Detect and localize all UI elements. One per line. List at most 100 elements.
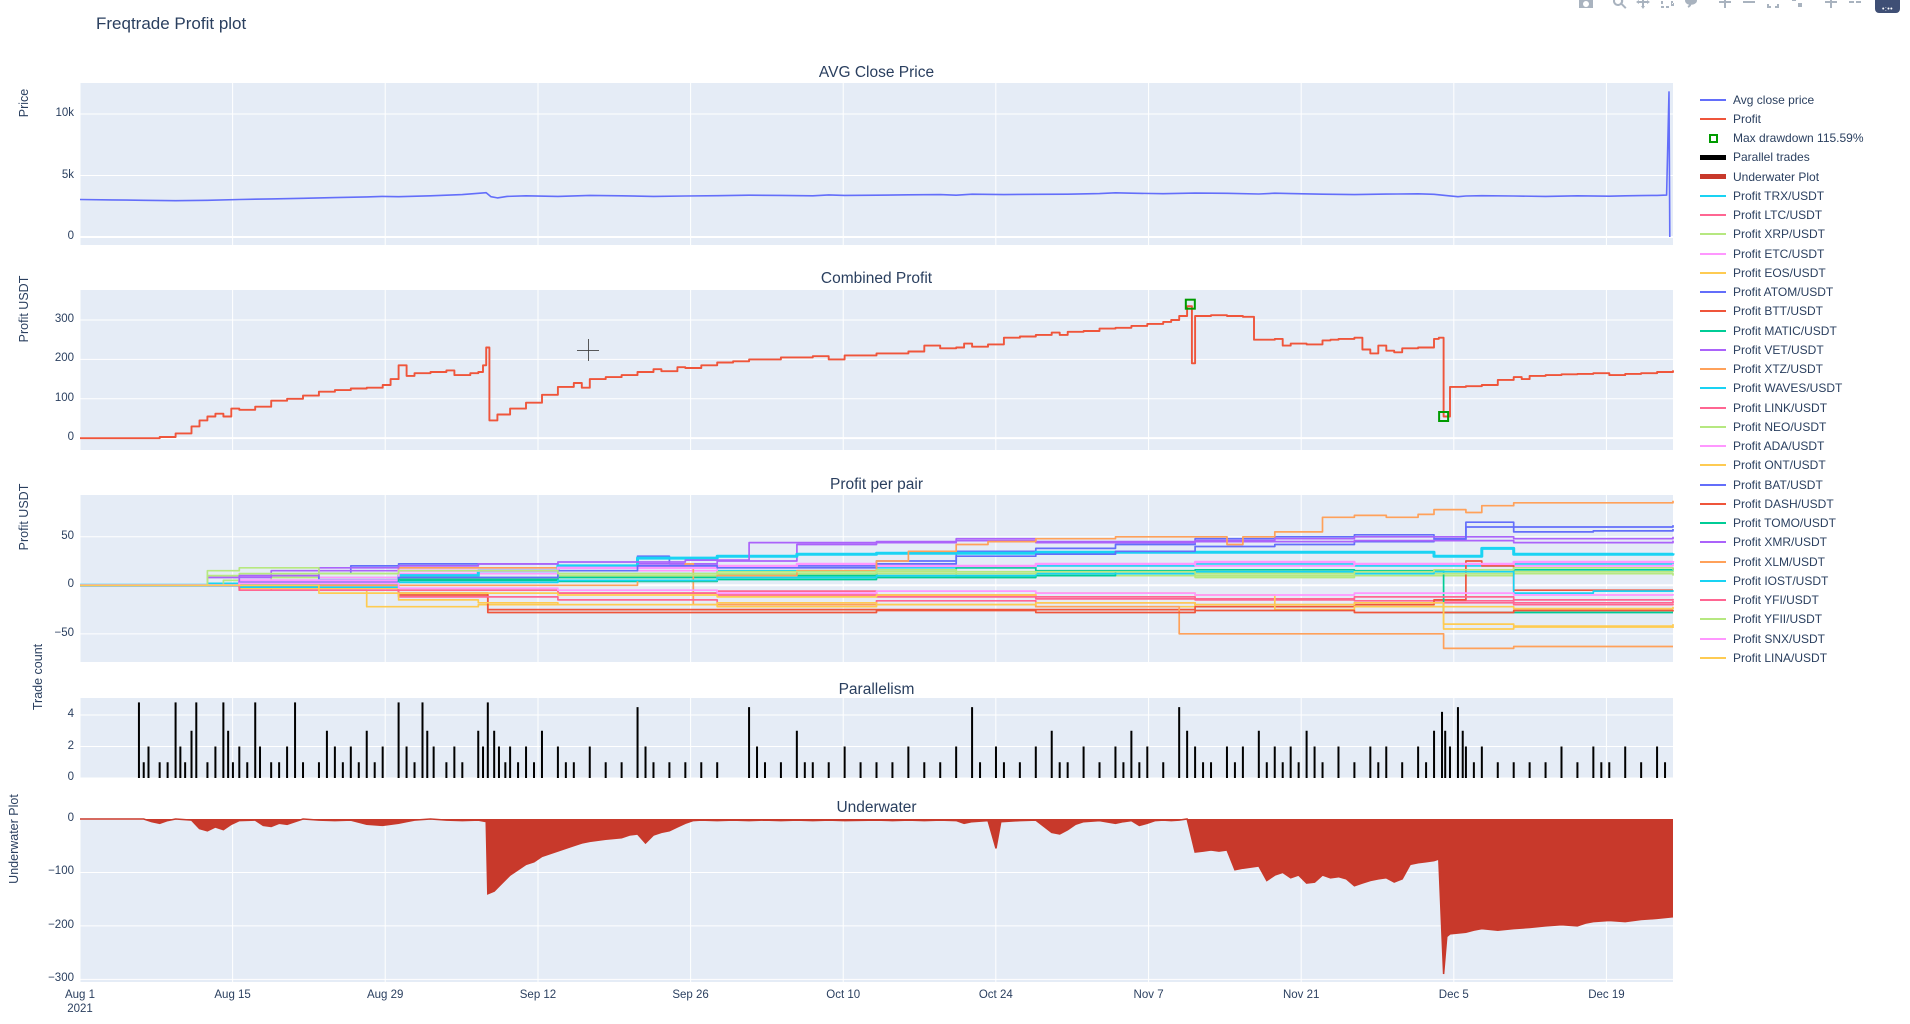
parallel-trades-bar[interactable] <box>397 702 400 778</box>
parallel-trades-bar[interactable] <box>1576 762 1579 778</box>
parallel-trades-bar[interactable] <box>158 762 161 778</box>
legend-item-profit-ada-usdt[interactable]: Profit ADA/USDT <box>1700 437 1864 456</box>
parallel-trades-bar[interactable] <box>482 746 485 778</box>
parallel-trades-bar[interactable] <box>859 762 862 778</box>
parallel-trades-bar[interactable] <box>413 762 416 778</box>
parallel-trades-bar[interactable] <box>763 762 766 778</box>
parallel-trades-bar[interactable] <box>184 762 187 778</box>
parallel-trades-bar[interactable] <box>1337 746 1340 778</box>
parallel-trades-bar[interactable] <box>1441 711 1444 778</box>
parallel-trades-bar[interactable] <box>803 762 806 778</box>
parallel-trades-bar[interactable] <box>971 707 974 778</box>
parallel-trades-bar[interactable] <box>341 762 344 778</box>
subplot-3-plot-area[interactable] <box>80 495 1673 662</box>
parallel-trades-bar[interactable] <box>700 762 703 778</box>
parallel-trades-bar[interactable] <box>1186 730 1189 778</box>
parallel-trades-bar[interactable] <box>939 762 942 778</box>
legend-item-profit-vet-usdt[interactable]: Profit VET/USDT <box>1700 340 1864 359</box>
legend-item-profit-yfii-usdt[interactable]: Profit YFII/USDT <box>1700 610 1864 629</box>
parallel-trades-bar[interactable] <box>1461 730 1464 778</box>
reset-axes-icon[interactable] <box>1785 0 1809 13</box>
parallel-trades-bar[interactable] <box>1528 762 1531 778</box>
parallel-trades-bar[interactable] <box>923 762 926 778</box>
legend-item-profit-iost-usdt[interactable]: Profit IOST/USDT <box>1700 571 1864 590</box>
parallel-trades-bar[interactable] <box>1297 762 1300 778</box>
series-line-profit[interactable] <box>80 305 1674 440</box>
parallel-trades-bar[interactable] <box>1433 730 1436 778</box>
parallel-trades-bar[interactable] <box>1002 762 1005 778</box>
parallel-trades-bar[interactable] <box>1034 746 1037 778</box>
parallel-trades-bar[interactable] <box>1321 762 1324 778</box>
parallel-trades-bar[interactable] <box>286 746 289 778</box>
parallel-trades-bar[interactable] <box>453 746 456 778</box>
parallel-trades-bar[interactable] <box>190 730 193 778</box>
parallel-trades-bar[interactable] <box>979 762 982 778</box>
series-line-profit-xmr-usdt[interactable] <box>80 539 1674 587</box>
legend-item-profit-waves-usdt[interactable]: Profit WAVES/USDT <box>1700 379 1864 398</box>
parallel-trades-bar[interactable] <box>278 762 281 778</box>
legend-item-profit[interactable]: Profit <box>1700 109 1864 128</box>
parallel-trades-bar[interactable] <box>811 762 814 778</box>
parallel-trades-bar[interactable] <box>1417 746 1420 778</box>
legend-item-profit-snx-usdt[interactable]: Profit SNX/USDT <box>1700 629 1864 648</box>
parallel-trades-bar[interactable] <box>1178 707 1181 778</box>
parallel-trades-bar[interactable] <box>1377 762 1380 778</box>
zoom-out-icon[interactable] <box>1737 0 1761 13</box>
legend-item-profit-dash-usdt[interactable]: Profit DASH/USDT <box>1700 494 1864 513</box>
parallel-trades-bar[interactable] <box>1444 730 1447 778</box>
parallel-trades-bar[interactable] <box>1146 746 1149 778</box>
parallel-trades-bar[interactable] <box>1472 762 1475 778</box>
legend-item-underwater-plot[interactable]: Underwater Plot <box>1700 167 1864 186</box>
max-drawdown-marker[interactable] <box>1184 298 1196 310</box>
parallel-trades-bar[interactable] <box>1194 746 1197 778</box>
parallel-trades-bar[interactable] <box>572 762 575 778</box>
parallel-trades-bar[interactable] <box>349 746 352 778</box>
series-line-profit-lina-usdt[interactable] <box>80 584 1674 630</box>
subplot-1-plot-area[interactable] <box>80 83 1673 245</box>
parallel-trades-bar[interactable] <box>1122 762 1125 778</box>
subplot-5-plot-area[interactable] <box>80 819 1673 982</box>
parallel-trades-bar[interactable] <box>779 762 782 778</box>
camera-download-icon[interactable] <box>1573 0 1597 13</box>
parallel-trades-bar[interactable] <box>1401 762 1404 778</box>
parallel-trades-bar[interactable] <box>426 730 429 778</box>
legend-item-profit-xlm-usdt[interactable]: Profit XLM/USDT <box>1700 552 1864 571</box>
parallel-trades-bar[interactable] <box>684 762 687 778</box>
series-line-profit-yfii-usdt[interactable] <box>80 566 1674 587</box>
plotly-logo-icon[interactable]: •:•• <box>1875 0 1900 13</box>
subplot-4-plot-area[interactable] <box>80 698 1673 778</box>
parallel-trades-bar[interactable] <box>504 762 507 778</box>
toggle-spikelines-icon[interactable] <box>1819 0 1843 13</box>
legend-item-profit-bat-usdt[interactable]: Profit BAT/USDT <box>1700 475 1864 494</box>
legend-item-parallel-trades[interactable]: Parallel trades <box>1700 148 1864 167</box>
parallel-trades-bar[interactable] <box>1289 746 1292 778</box>
parallel-trades-bar[interactable] <box>827 762 830 778</box>
parallel-trades-bar[interactable] <box>254 702 257 778</box>
parallel-trades-bar[interactable] <box>1560 746 1563 778</box>
parallel-trades-bar[interactable] <box>1480 746 1483 778</box>
parallel-trades-bar[interactable] <box>1353 762 1356 778</box>
parallel-trades-bar[interactable] <box>907 746 910 778</box>
legend-item-profit-eos-usdt[interactable]: Profit EOS/USDT <box>1700 263 1864 282</box>
max-drawdown-marker[interactable] <box>1438 411 1450 423</box>
parallel-trades-bar[interactable] <box>270 762 273 778</box>
zoom-in-icon[interactable] <box>1713 0 1737 13</box>
parallel-trades-bar[interactable] <box>525 746 528 778</box>
parallel-trades-bar[interactable] <box>652 762 655 778</box>
parallel-trades-bar[interactable] <box>195 702 198 778</box>
parallel-trades-bar[interactable] <box>756 746 759 778</box>
legend-item-profit-ont-usdt[interactable]: Profit ONT/USDT <box>1700 456 1864 475</box>
parallel-trades-bar[interactable] <box>1385 746 1388 778</box>
parallel-trades-bar[interactable] <box>540 730 543 778</box>
parallel-trades-bar[interactable] <box>588 746 591 778</box>
parallel-trades-bar[interactable] <box>891 762 894 778</box>
parallel-trades-bar[interactable] <box>1202 762 1205 778</box>
parallel-trades-bar[interactable] <box>1313 746 1316 778</box>
parallel-trades-bar[interactable] <box>357 762 360 778</box>
parallel-trades-bar[interactable] <box>1656 746 1659 778</box>
legend-item-profit-btt-usdt[interactable]: Profit BTT/USDT <box>1700 302 1864 321</box>
parallel-trades-bar[interactable] <box>795 730 798 778</box>
legend-item-profit-matic-usdt[interactable]: Profit MATIC/USDT <box>1700 321 1864 340</box>
parallel-trades-bar[interactable] <box>365 730 368 778</box>
parallel-trades-bar[interactable] <box>1448 746 1451 778</box>
